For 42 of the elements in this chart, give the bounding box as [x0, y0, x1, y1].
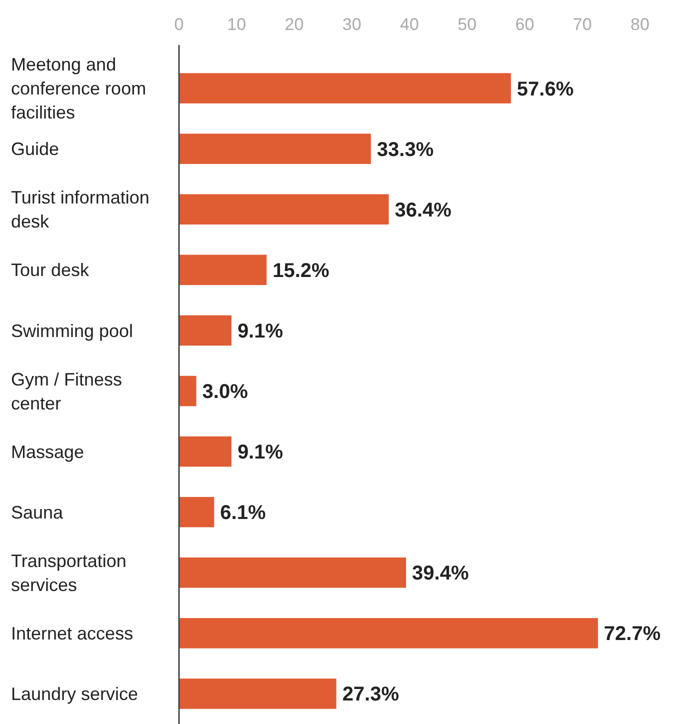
- data-label: 39.4%: [412, 562, 469, 585]
- y-tick-label: Turist information desk: [11, 188, 150, 232]
- data-label: 72.7%: [604, 623, 661, 646]
- y-tick-label: Transportation services: [11, 550, 126, 595]
- bar: [179, 134, 371, 164]
- y-tick-label: Internet access: [11, 623, 134, 644]
- x-tick-label: 50: [458, 15, 477, 34]
- data-label: 15.2%: [272, 260, 330, 282]
- y-tick-label: Massage: [11, 442, 84, 462]
- bar: [179, 194, 389, 224]
- x-tick-label: 40: [400, 15, 419, 34]
- bar: [179, 436, 232, 467]
- x-tick-label: 70: [572, 15, 592, 34]
- y-tick-label: Tour desk: [11, 260, 90, 280]
- y-tick-label: Swimming pool: [11, 320, 134, 341]
- x-tick-label: 80: [630, 15, 650, 34]
- y-tick-label: Sauna: [11, 502, 64, 522]
- bar: [179, 73, 511, 104]
- y-tick-label: Guide: [11, 139, 60, 160]
- data-label: 33.3%: [376, 138, 434, 161]
- bar: [179, 558, 406, 588]
- bar: [179, 678, 336, 709]
- bar: [179, 315, 232, 346]
- y-tick-label: Gym / Fitness center: [11, 369, 122, 414]
- data-label: 6.1%: [220, 502, 266, 524]
- data-label: 9.1%: [237, 442, 284, 464]
- y-tick-label: Meetong and conference room facilities: [11, 54, 146, 123]
- data-label: 36.4%: [394, 199, 452, 222]
- x-tick-label: 10: [227, 15, 246, 34]
- data-label: 57.6%: [516, 78, 574, 100]
- x-tick-label: 30: [342, 15, 362, 34]
- data-label: 3.0%: [202, 381, 248, 403]
- bar: [179, 496, 214, 528]
- x-tick-label: 60: [515, 15, 534, 34]
- y-tick-label: Laundry service: [11, 684, 138, 704]
- data-label: 27.3%: [342, 684, 400, 706]
- data-label: 9.1%: [237, 320, 284, 342]
- bar: [179, 376, 196, 406]
- x-tick-label: 20: [284, 15, 304, 34]
- bar: [179, 254, 267, 286]
- bar: [179, 618, 598, 648]
- x-tick-label: 0: [174, 15, 184, 34]
